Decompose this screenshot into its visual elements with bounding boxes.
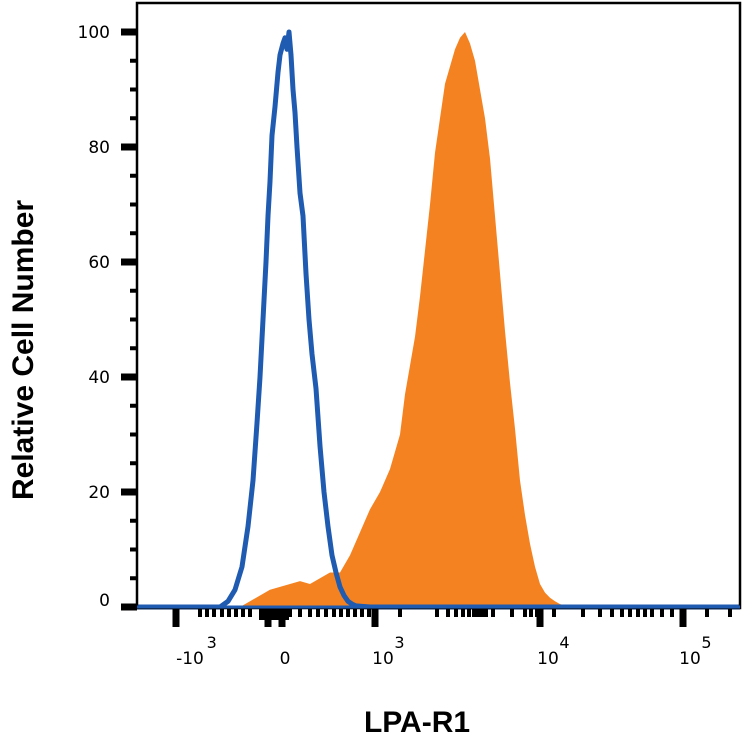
x-tick-exponent: 5 — [701, 633, 711, 652]
x-minor-tick — [552, 609, 556, 617]
y-minor-tick — [130, 87, 137, 92]
x-minor-tick — [248, 609, 252, 617]
x-tick-label: -10 — [176, 649, 204, 669]
x-minor-tick — [308, 609, 312, 617]
x-minor-tick — [454, 609, 458, 617]
y-major-tick — [121, 258, 137, 266]
x-tick-label: 0 — [280, 649, 291, 669]
x-minor-tick — [324, 609, 328, 617]
x-minor-tick — [446, 609, 450, 617]
y-tick-label: 100 — [78, 23, 110, 43]
y-minor-tick — [130, 461, 137, 466]
x-minor-tick — [598, 609, 602, 617]
x-major-tick — [172, 609, 180, 627]
x-minor-tick — [467, 609, 471, 617]
y-major-tick — [121, 373, 137, 381]
x-minor-tick — [705, 609, 709, 617]
x-minor-tick — [298, 609, 302, 617]
x-minor-tick — [581, 609, 585, 617]
y-minor-tick — [130, 576, 137, 581]
y-minor-tick — [130, 403, 137, 408]
y-minor-tick — [130, 432, 137, 437]
x-axis-ticks — [172, 609, 732, 627]
x-minor-tick — [198, 609, 202, 617]
y-minor-tick — [130, 231, 137, 236]
x-tick-exponent: 4 — [559, 633, 569, 652]
y-tick-label: 40 — [88, 368, 110, 388]
y-minor-tick — [130, 288, 137, 293]
x-minor-tick — [636, 609, 640, 617]
x-minor-tick — [670, 609, 674, 617]
y-minor-tick — [130, 346, 137, 351]
x-minor-tick — [643, 609, 647, 617]
isotype-outline-histogram — [137, 29, 740, 610]
x-minor-tick — [523, 609, 527, 617]
x-minor-tick — [398, 609, 402, 617]
x-zero-tick-cluster — [259, 609, 289, 620]
y-tick-label: 0 — [99, 591, 110, 611]
x-minor-tick — [353, 609, 357, 617]
y-tick-label: 60 — [88, 253, 110, 273]
x-minor-tick — [529, 609, 533, 617]
y-axis-ticks: 0 20 40 60 80 100 — [78, 23, 137, 611]
y-minor-tick — [130, 317, 137, 322]
x-minor-tick — [484, 609, 488, 617]
x-major-tick — [679, 609, 687, 627]
x-minor-tick — [346, 609, 350, 617]
x-minor-tick — [316, 609, 320, 617]
x-minor-tick — [332, 609, 336, 617]
x-axis-label: LPA-R1 — [364, 706, 470, 739]
y-major-tick — [121, 603, 137, 611]
y-axis-label: Relative Cell Number — [7, 200, 40, 500]
x-minor-tick — [435, 609, 439, 617]
x-minor-tick — [227, 609, 231, 617]
x-minor-tick — [234, 609, 238, 617]
x-minor-tick — [367, 609, 371, 617]
y-tick-label: 80 — [88, 138, 110, 158]
x-tick-label: 10 — [679, 649, 701, 669]
y-minor-tick — [130, 547, 137, 552]
y-minor-tick — [130, 518, 137, 523]
x-minor-tick — [205, 609, 209, 617]
x-minor-tick — [650, 609, 654, 617]
x-minor-tick — [628, 609, 632, 617]
x-minor-tick — [476, 609, 480, 617]
x-tick-exponent: 3 — [207, 633, 217, 652]
x-major-tick — [371, 609, 379, 627]
lpa-r1-filled-histogram — [137, 32, 740, 607]
x-minor-tick — [728, 609, 732, 617]
y-tick-label: 20 — [88, 483, 110, 503]
x-minor-tick — [660, 609, 664, 617]
x-minor-tick — [212, 609, 216, 617]
y-major-tick — [121, 28, 137, 36]
x-minor-tick — [360, 609, 364, 617]
y-minor-tick — [130, 116, 137, 121]
plot-area — [137, 29, 740, 610]
x-minor-tick — [491, 609, 495, 617]
y-minor-tick — [130, 58, 137, 63]
y-minor-tick — [130, 173, 137, 178]
y-major-tick — [121, 143, 137, 151]
x-minor-tick — [472, 609, 476, 617]
x-minor-tick — [461, 609, 465, 617]
y-minor-tick — [130, 202, 137, 207]
y-major-tick — [121, 488, 137, 496]
x-minor-tick — [620, 609, 624, 617]
x-minor-tick — [610, 609, 614, 617]
x-minor-tick — [241, 609, 245, 617]
x-minor-tick — [288, 609, 292, 617]
x-minor-tick — [220, 609, 224, 617]
x-major-tick — [536, 609, 544, 627]
x-minor-tick — [510, 609, 514, 617]
x-tick-label: 10 — [372, 649, 394, 669]
x-tick-exponent: 3 — [394, 633, 404, 652]
x-minor-tick — [480, 609, 484, 617]
x-minor-tick — [339, 609, 343, 617]
x-tick-label: 10 — [537, 649, 559, 669]
